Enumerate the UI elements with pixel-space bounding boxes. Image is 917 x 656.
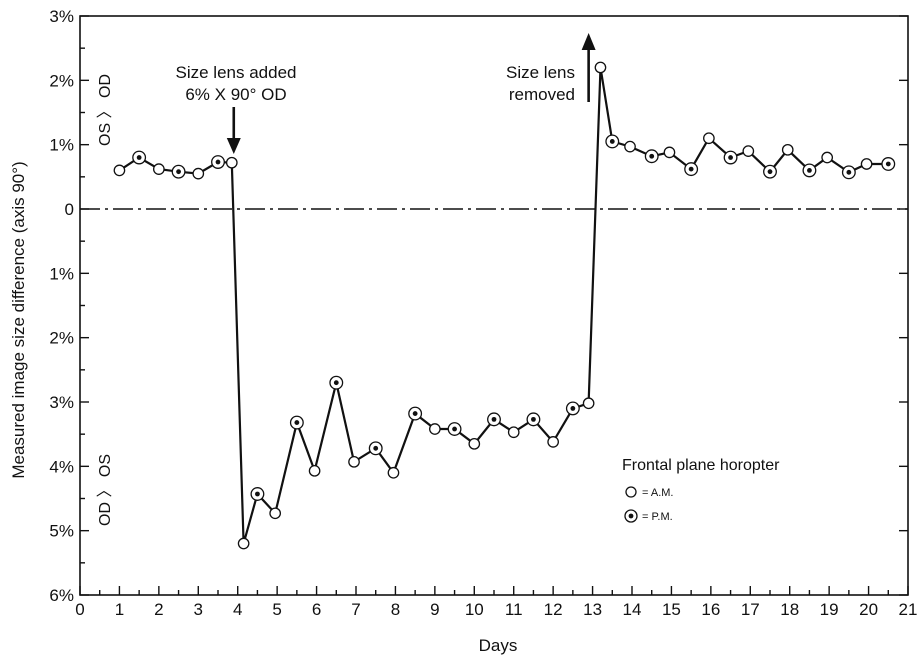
- x-tick-label: 6: [312, 600, 321, 619]
- data-point-pm-dot: [373, 445, 379, 451]
- x-tick-label: 1: [115, 600, 124, 619]
- x-tick-label: 19: [820, 600, 839, 619]
- data-point-pm-dot: [294, 420, 300, 425]
- data-point-am: [348, 455, 360, 468]
- y-tick-label: 2%: [49, 71, 74, 90]
- data-point-pm-dot: [649, 153, 655, 159]
- x-tick-label: 20: [859, 600, 878, 619]
- data-point-pm-dot: [767, 169, 773, 175]
- data-point-pm-dot: [136, 155, 142, 160]
- x-tick-label: 0: [75, 600, 84, 619]
- data-point-am: [821, 151, 834, 164]
- data-point-pm-dot: [255, 491, 260, 497]
- data-point-am: [237, 537, 250, 550]
- y-tick-label: 6%: [49, 586, 74, 605]
- data-point-am: [860, 158, 873, 170]
- data-point-pm-dot: [531, 416, 536, 422]
- data-point-pm-dot: [807, 168, 812, 173]
- arrow-up-head-icon: [581, 33, 596, 50]
- legend-marker-am: [625, 486, 637, 498]
- y-tick-label: 2%: [49, 329, 74, 348]
- data-point-pm-dot: [688, 166, 694, 172]
- x-tick-label: 9: [430, 600, 439, 619]
- x-tick-label: 3: [194, 600, 203, 619]
- legend-marker-pm-dot: [628, 513, 634, 519]
- y-tick-label: 4%: [49, 457, 74, 476]
- data-point-am: [624, 140, 636, 153]
- annotations: Size lens added 6% X 90° OD Size lens remov…: [176, 33, 596, 154]
- x-tick-label: 17: [741, 600, 760, 619]
- x-tick-label: 18: [780, 600, 799, 619]
- ticks: 3%2%1%01%2%3%4%5%6%0 1 2 3 4 5 6 7 8 9 10 11 12 13 14 1…: [49, 7, 917, 619]
- data-point-pm-dot: [491, 416, 497, 422]
- annotation-removed-line2: removed: [509, 85, 575, 104]
- x-tick-label: 2: [154, 600, 163, 619]
- x-tick-label: 12: [544, 600, 563, 619]
- legend: Frontal plane horopter = A.M. = P.M.: [622, 457, 780, 523]
- data-point-pm-dot: [215, 159, 221, 165]
- y-tick-label: 5%: [49, 522, 74, 541]
- data-point-am: [192, 167, 205, 180]
- x-tick-label: 8: [391, 600, 400, 619]
- data-point-pm-dot: [176, 169, 181, 175]
- data-point-am: [429, 423, 441, 435]
- annotation-added-line1: Size lens added: [176, 63, 297, 82]
- data-point-am: [582, 397, 595, 410]
- data-point-am: [594, 61, 607, 74]
- data-point-pm-dot: [412, 411, 418, 416]
- y-tick-label: 0: [65, 200, 74, 219]
- y-tick-label: 3%: [49, 7, 74, 26]
- x-tick-label: 5: [272, 600, 281, 619]
- legend-title: Frontal plane horopter: [622, 457, 780, 474]
- data-point-am: [703, 132, 715, 145]
- data-point-am: [742, 145, 755, 157]
- side-label-upper: OS 〉 OD: [97, 74, 114, 146]
- y-axis-title: Measured image size difference (axis 90°…: [9, 161, 28, 478]
- x-tick-label: 15: [662, 600, 681, 619]
- data-point-am: [387, 466, 400, 479]
- y-tick-label: 1%: [49, 136, 74, 155]
- x-tick-label: 7: [351, 600, 360, 619]
- x-tick-label: 13: [583, 600, 602, 619]
- annotation-removed-line1: Size lens: [506, 63, 575, 82]
- data-point-pm-dot: [570, 406, 576, 411]
- x-tick-label: 14: [623, 600, 642, 619]
- data-point-am: [507, 426, 520, 439]
- x-axis-title: Days: [479, 636, 518, 655]
- data-point-pm-dot: [885, 161, 891, 167]
- x-tick-label: 4: [233, 600, 242, 619]
- data-point-am: [113, 164, 126, 177]
- data-point-pm-dot: [846, 169, 852, 175]
- y-tick-label: 3%: [49, 393, 74, 412]
- data-point-pm-dot: [333, 380, 339, 386]
- data-point-am: [547, 436, 559, 448]
- data-point-am: [663, 146, 676, 159]
- side-label-lower: OD 〉 OS: [97, 454, 114, 526]
- x-tick-label: 10: [465, 600, 484, 619]
- data-point-pm-dot: [728, 155, 733, 160]
- data-point-pm-dot: [609, 139, 615, 144]
- legend-label-pm: = P.M.: [642, 511, 673, 523]
- data-point-pm-dot: [452, 426, 457, 432]
- x-tick-label: 16: [701, 600, 720, 619]
- data-point-am: [468, 437, 481, 450]
- arrow-down-head-icon: [226, 138, 241, 154]
- x-tick-label: 21: [899, 600, 917, 619]
- legend-label-am: = A.M.: [642, 487, 674, 499]
- data-point-am: [225, 156, 238, 169]
- data-points: [113, 61, 896, 550]
- x-tick-label: 11: [505, 600, 523, 619]
- y-tick-label: 1%: [49, 264, 74, 283]
- data-point-am: [153, 163, 165, 175]
- annotation-added-line2: 6% X 90° OD: [185, 85, 286, 104]
- data-point-am: [781, 143, 794, 156]
- data-point-am: [269, 507, 282, 520]
- data-point-am: [308, 464, 321, 477]
